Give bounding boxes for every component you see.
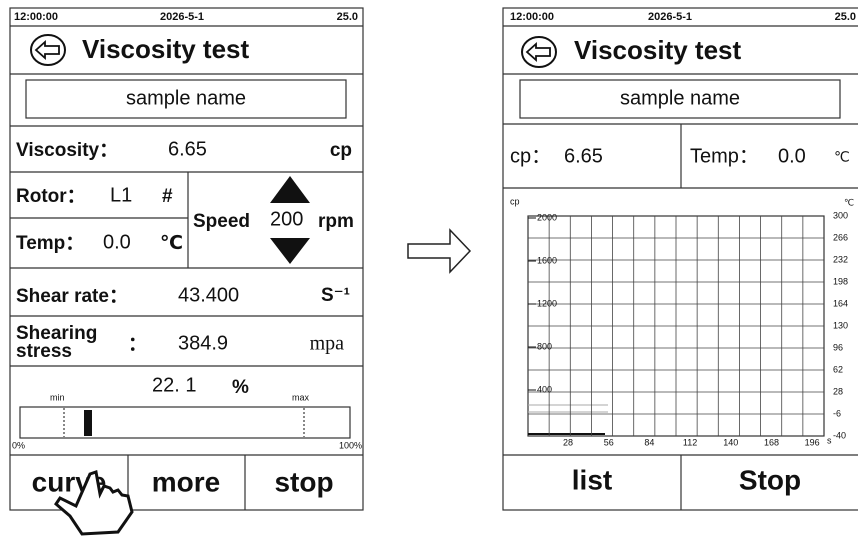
shear-rate-value: 43.400 xyxy=(178,284,239,306)
y2-tick-label: 300 xyxy=(833,210,848,220)
status-temp: 25.0 xyxy=(337,11,358,23)
x-tick-label: 196 xyxy=(805,437,820,447)
y2-tick-label: 130 xyxy=(833,320,848,330)
x-tick-label: 56 xyxy=(604,437,614,447)
shear-rate-label: Shear rate： xyxy=(16,286,128,307)
speed-up[interactable] xyxy=(270,176,310,203)
viscosity-value: 6.65 xyxy=(168,138,207,160)
speed-label: Speed xyxy=(193,211,250,232)
y-tick-label: 1600 xyxy=(537,255,557,265)
temp-value: 0.0 xyxy=(103,231,131,253)
title: Viscosity test xyxy=(574,35,742,65)
x-tick-label: 168 xyxy=(764,437,779,447)
end-label: 100% xyxy=(339,440,362,450)
sample-box[interactable] xyxy=(519,79,841,119)
temp-label: Temp： xyxy=(16,233,84,254)
back-button[interactable] xyxy=(30,34,66,66)
shearing-value: 384.9 xyxy=(178,332,228,354)
shearing-unit: mpa xyxy=(310,333,345,355)
sample-name: sample name xyxy=(620,87,740,109)
progress-marker xyxy=(84,410,92,436)
y2-tick-label: -40 xyxy=(833,430,846,440)
rotor-label: Rotor： xyxy=(16,186,86,207)
stop-button[interactable]: stop xyxy=(274,466,333,497)
title: Viscosity test xyxy=(82,34,250,64)
sample-name: sample name xyxy=(126,87,246,109)
left-panel: 12:00:00 2026-5-1 25.0 Viscosity test sa… xyxy=(9,7,364,536)
x-tick-label: 112 xyxy=(683,437,697,447)
y2-tick-label: 266 xyxy=(833,232,848,242)
progress-unit: % xyxy=(232,377,249,398)
arrow xyxy=(407,228,472,274)
y-tick-label: 800 xyxy=(537,341,552,351)
y-unit: cp xyxy=(510,196,520,206)
start-label: 0% xyxy=(12,440,25,450)
status-date: 2026-5-1 xyxy=(648,11,692,23)
y2-tick-label: 96 xyxy=(833,342,843,352)
max-label: max xyxy=(292,392,310,402)
cp-value: 6.65 xyxy=(564,145,603,167)
speed-down[interactable] xyxy=(270,238,310,264)
hand-icon xyxy=(54,470,134,536)
temp-value: 0.0 xyxy=(778,145,806,167)
sample-box[interactable] xyxy=(25,79,347,119)
back-button[interactable] xyxy=(521,36,557,68)
temp-unit: ℃ xyxy=(834,149,850,165)
y2-tick-label: 232 xyxy=(833,254,848,264)
y-tick-label: 1200 xyxy=(537,298,557,308)
temp-label: Temp： xyxy=(690,145,759,167)
stop-button[interactable]: Stop xyxy=(739,464,801,495)
shearing-label: stress xyxy=(16,341,72,362)
list-button[interactable]: list xyxy=(572,464,612,495)
y2-tick-label: -6 xyxy=(833,408,841,418)
shear-rate-unit: S⁻¹ xyxy=(321,285,350,306)
y2-tick-label: 164 xyxy=(833,298,848,308)
x-unit: s xyxy=(827,435,832,445)
speed-value: 200 xyxy=(270,208,303,230)
shearing-colon: ： xyxy=(128,334,147,355)
rotor-value: L1 xyxy=(110,184,132,206)
viscosity-label: Viscosity： xyxy=(16,140,118,161)
x-tick-label: 28 xyxy=(563,437,573,447)
cp-label: cp： xyxy=(510,145,551,167)
y2-unit: ℃ xyxy=(844,197,854,207)
y2-tick-label: 198 xyxy=(833,276,848,286)
status-temp: 25.0 xyxy=(835,11,856,23)
progress-bar xyxy=(19,406,351,439)
viscosity-unit: cp xyxy=(330,140,352,161)
status-date: 2026-5-1 xyxy=(160,11,204,23)
y-tick-label: 2000 xyxy=(537,212,557,222)
frame xyxy=(502,7,858,511)
y-tick-label: 400 xyxy=(537,384,552,394)
y2-tick-label: 28 xyxy=(833,386,843,396)
min-label: min xyxy=(50,392,65,402)
right-panel: 12:00:00 2026-5-1 25.0 Viscosity test sa… xyxy=(502,7,858,511)
frame xyxy=(9,7,364,511)
x-tick-label: 84 xyxy=(644,437,654,447)
more-button[interactable]: more xyxy=(152,466,220,497)
temp-unit: ℃ xyxy=(160,233,183,254)
status-time: 12:00:00 xyxy=(510,11,554,23)
y2-tick-label: 62 xyxy=(833,364,843,374)
shearing-label: Shearing xyxy=(16,323,97,344)
speed-unit: rpm xyxy=(318,211,354,232)
status-time: 12:00:00 xyxy=(14,11,58,23)
x-tick-label: 140 xyxy=(723,437,738,447)
rotor-unit: # xyxy=(162,186,173,207)
progress-value: 22. 1 xyxy=(152,374,196,396)
